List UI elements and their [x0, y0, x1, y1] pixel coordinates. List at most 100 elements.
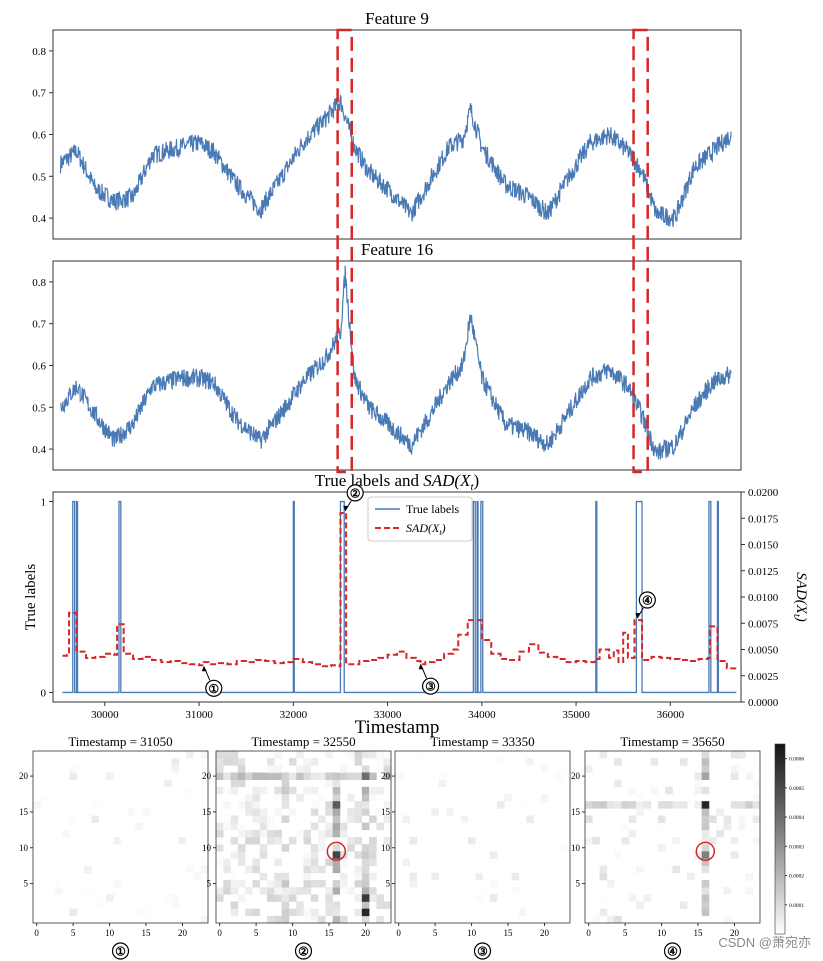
heatmap-x-tick-label: 10	[657, 928, 667, 938]
heatmap-cell	[325, 901, 333, 909]
heatmap-cell	[489, 894, 498, 902]
heatmap-cell	[230, 786, 239, 795]
heatmap-cell	[376, 786, 385, 795]
heatmap-cell	[223, 751, 231, 759]
heatmap-x-tick-label: 10	[105, 928, 115, 938]
heatmap-cell	[402, 815, 410, 823]
heatmap-cell	[636, 794, 644, 802]
heatmap-cell	[332, 829, 341, 838]
heatmap-cell	[628, 887, 637, 895]
heatmap-cell	[730, 801, 739, 809]
heatmap-cell	[438, 779, 447, 788]
heatmap-cell	[383, 837, 392, 845]
heatmap-cell	[91, 801, 99, 809]
heatmap-cell	[310, 908, 319, 917]
heatmap-cell	[730, 837, 739, 845]
heatmap-cell	[332, 772, 341, 780]
heatmap-panel: Timestamp = 33350 0 5 10 15 20 5 10 15 20 ③	[381, 734, 571, 960]
heatmap-cell	[310, 758, 319, 766]
heatmap-label: ③	[477, 945, 488, 959]
heatmap-cell	[288, 808, 297, 816]
heatmap-cell	[135, 908, 143, 917]
heatmap-cell	[354, 865, 363, 874]
heatmap-cell	[361, 822, 370, 831]
heatmap-cell	[383, 865, 392, 874]
y-tick-label: 0	[41, 687, 47, 699]
annotation-circle	[421, 677, 440, 695]
heatmap-cell	[599, 894, 608, 902]
heatmap-cell	[310, 822, 319, 831]
heatmap-cell	[303, 872, 312, 881]
y2-tick-label: 0.0050	[748, 645, 779, 657]
heatmap-cell	[267, 829, 275, 838]
heatmap-cell	[369, 751, 377, 759]
heatmap-cell	[369, 772, 377, 780]
feature-16-series-line	[59, 265, 732, 460]
heatmap-label-circle	[111, 942, 130, 960]
heatmap-cell	[281, 779, 290, 788]
heatmap-cell	[216, 837, 224, 845]
heatmap-cell	[361, 801, 370, 809]
heatmap-cell	[105, 772, 114, 780]
heatmap-cell	[361, 901, 370, 909]
heatmap-cell	[325, 908, 333, 917]
heatmap-cell	[339, 772, 348, 780]
heatmap-cell	[252, 794, 261, 802]
heatmap-cell	[701, 758, 710, 766]
heatmap-cell	[310, 858, 319, 866]
heatmap-cell	[69, 772, 78, 780]
heatmap-cell	[193, 872, 202, 881]
heatmap-cell	[303, 765, 312, 773]
heatmap-cell	[216, 880, 224, 888]
heatmap-cell	[369, 894, 377, 902]
heatmap-cell	[650, 779, 659, 788]
y-tick-label: 0.5	[32, 171, 46, 183]
heatmap-cell	[216, 751, 224, 759]
heatmap-cell	[628, 786, 637, 795]
heatmap-cell	[738, 765, 746, 773]
heatmap-cell	[672, 772, 681, 780]
heatmap-cell	[606, 880, 615, 888]
heatmap-cell	[701, 844, 710, 852]
heatmap-cell	[347, 837, 355, 845]
heatmap-cell	[164, 894, 172, 902]
heatmap-cell	[325, 829, 333, 838]
heatmap-cell	[216, 887, 224, 895]
heatmap-cell	[325, 887, 333, 895]
heatmap-title: Timestamp = 35650	[620, 734, 724, 749]
heatmap-cell	[361, 908, 370, 917]
heatmap-cell	[274, 894, 282, 902]
colorbar-tick-label: 0.0001	[789, 903, 804, 909]
heatmap-cell	[395, 794, 403, 802]
heatmap-cell	[592, 915, 600, 924]
feature-9-frame	[52, 29, 742, 240]
heatmap-cell	[230, 880, 239, 888]
heatmap-cell	[730, 751, 739, 759]
heatmap-cell	[216, 758, 224, 766]
heatmap-cell	[230, 779, 239, 788]
heatmap-panel: Timestamp = 35650 0 5 10 15 20 5 10 15 20 ④	[571, 734, 761, 960]
heatmap-cell	[687, 872, 695, 881]
heatmap-cell	[738, 815, 746, 823]
heatmap-cell	[376, 765, 385, 773]
sad-dashed-line	[62, 512, 737, 670]
heatmap-cell	[621, 837, 630, 845]
heatmap-cell	[628, 894, 637, 902]
heatmap-cell	[237, 851, 246, 859]
heatmap-cell	[259, 851, 268, 859]
heatmap-cell	[325, 779, 333, 788]
heatmap-cell	[274, 751, 282, 759]
heatmap-cell	[347, 808, 355, 816]
heatmap-x-tick-label: 5	[623, 928, 628, 938]
heatmap-cell	[267, 894, 275, 902]
heatmap-cell	[223, 865, 231, 874]
heatmap-cell	[318, 829, 326, 838]
heatmap-x-tick-label: 0	[34, 928, 39, 938]
heatmap-cell	[303, 786, 312, 795]
heatmap-cell	[409, 872, 418, 881]
heatmap-y-tick-label: 15	[19, 807, 29, 817]
heatmap-cell	[339, 872, 348, 881]
heatmap-cell	[339, 880, 348, 888]
heatmap-y-tick-label: 15	[381, 807, 391, 817]
